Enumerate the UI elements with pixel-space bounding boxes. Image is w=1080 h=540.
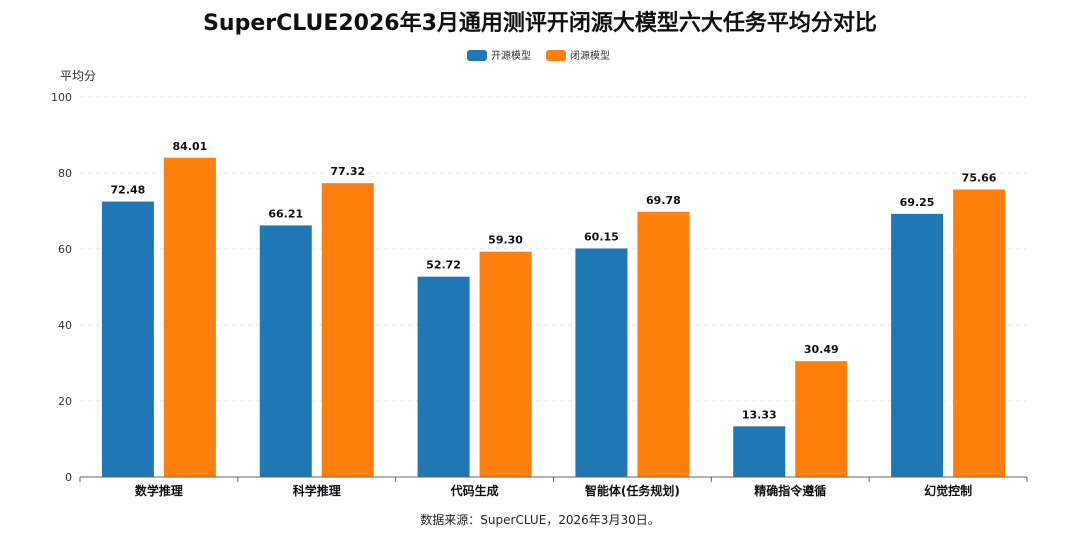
y-axis-label: 平均分: [60, 69, 96, 83]
bar: [637, 211, 690, 477]
bar: [259, 225, 312, 477]
x-tick-label: 科学推理: [293, 483, 341, 498]
legend-swatch: [546, 50, 566, 61]
x-axis: 数学推理 科学推理 代码生成 智能体(任务规划) 精确指令遵循 幻觉控制: [79, 476, 1028, 498]
bar: [479, 251, 532, 477]
y-tick-label: 100: [51, 91, 72, 104]
x-tick-label: 智能体(任务规划): [584, 483, 680, 498]
data-label: 69.78: [646, 194, 681, 207]
y-tick-label: 20: [58, 395, 72, 408]
data-label: 59.30: [488, 234, 523, 247]
bar: [733, 426, 786, 477]
x-tick-label: 精确指令遵循: [754, 483, 826, 498]
x-tick-label: 代码生成: [450, 483, 499, 498]
y-tick-label: 0: [65, 471, 72, 484]
data-label: 52.72: [426, 259, 461, 272]
y-tick-label: 80: [58, 167, 72, 180]
legend-swatch: [467, 50, 487, 61]
data-label: 72.48: [111, 184, 146, 197]
data-label: 69.25: [900, 196, 935, 209]
legend-label: 闭源模型: [570, 49, 610, 62]
bar: [953, 189, 1006, 477]
data-label: 60.15: [584, 230, 619, 243]
x-tick-label: 数学推理: [135, 483, 183, 498]
data-label: 30.49: [804, 343, 839, 356]
legend: 开源模型 闭源模型: [467, 49, 610, 62]
bars: 72.48 84.01 66.21 77.32 52.72 59.30 60.15 69.78…: [101, 140, 1006, 478]
bar: [795, 361, 848, 477]
data-label: 75.66: [962, 171, 997, 184]
source-note: 数据来源：SuperCLUE，2026年3月30日。: [420, 512, 659, 527]
data-label: 84.01: [173, 140, 208, 153]
y-tick-label: 40: [58, 319, 72, 332]
data-label: 77.32: [330, 165, 365, 178]
data-label: 13.33: [742, 408, 777, 421]
data-label: 66.21: [268, 207, 303, 220]
bar: [417, 276, 470, 477]
y-ticks: 0 20 40 60 80 100: [51, 91, 72, 484]
bar: [321, 183, 374, 477]
chart-title: SuperCLUE2026年3月通用测评开闭源大模型六大任务平均分对比: [203, 10, 877, 36]
bar: [101, 201, 154, 478]
bar: [891, 213, 944, 477]
gridlines: [80, 96, 1027, 402]
legend-label: 开源模型: [491, 49, 531, 62]
bar: [575, 248, 628, 477]
y-tick-label: 60: [58, 243, 72, 256]
x-tick-label: 幻觉控制: [924, 483, 972, 498]
bar: [163, 157, 216, 477]
